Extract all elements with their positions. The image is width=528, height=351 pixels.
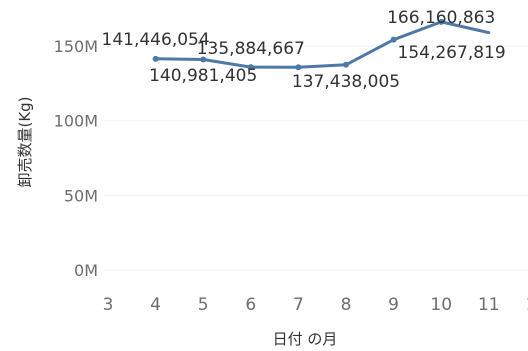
x-tick-label: 3: [103, 295, 114, 315]
x-tick-label: 7: [293, 295, 304, 315]
x-tick-label: 8: [341, 295, 352, 315]
data-label: 140,981,405: [149, 66, 257, 86]
x-tick-label: 12: [526, 295, 528, 315]
series-line: [154, 20, 491, 69]
data-point: [343, 61, 349, 68]
data-point: [247, 64, 254, 71]
x-tick-label: 11: [478, 295, 500, 315]
y-axis-title: 卸売数量(Kg): [16, 96, 34, 187]
data-point: [200, 56, 207, 63]
y-tick-label: 100M: [54, 112, 98, 131]
x-tick-label: 6: [245, 295, 256, 315]
x-axis-ticks: 3 4 5 6 7 8 9 10 11 12: [103, 295, 528, 315]
data-label: 166,160,863: [387, 8, 495, 28]
data-label: 137,438,005: [292, 72, 400, 92]
series: [152, 18, 491, 71]
data-label: 141,446,054: [102, 30, 210, 50]
y-axis-ticks: 0M 50M 100M 150M: [54, 37, 98, 280]
x-tick-label: 5: [198, 295, 209, 315]
data-point: [438, 18, 445, 25]
data-label: 135,884,667: [197, 39, 305, 59]
x-tick-label: 9: [388, 295, 399, 315]
y-tick-label: 50M: [64, 186, 98, 205]
data-point: [152, 55, 159, 62]
data-point: [295, 64, 302, 71]
data-point: [390, 36, 397, 43]
data-label: 154,267,819: [398, 43, 506, 63]
x-tick-label: 4: [150, 295, 161, 315]
x-axis-title: 日付 の月: [273, 330, 338, 348]
y-tick-label: 0M: [74, 261, 98, 280]
x-tick-label: 10: [430, 295, 452, 315]
data-labels: 141,446,054 140,981,405 135,884,667 137,438…: [102, 8, 506, 92]
y-tick-label: 150M: [54, 37, 98, 56]
gridlines: [104, 45, 528, 271]
